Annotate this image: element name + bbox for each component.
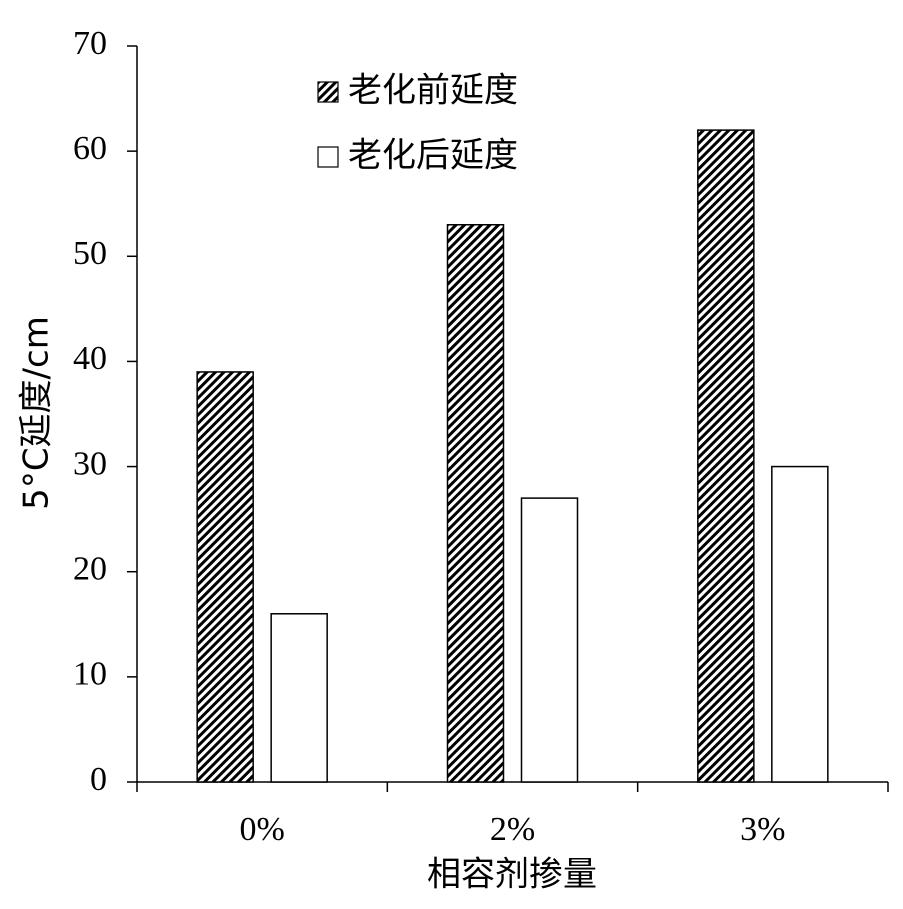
legend-swatch xyxy=(317,81,339,103)
x-tick-label: 0% xyxy=(240,811,285,848)
legend-label: 老化后延度 xyxy=(348,136,518,176)
x-tick-label: 2% xyxy=(490,811,535,848)
bar xyxy=(196,371,254,783)
x-axis-label: 相容剂掺量 xyxy=(427,855,597,895)
y-tick-label: 10 xyxy=(73,656,107,693)
y-tick-label: 40 xyxy=(73,340,107,377)
y-tick-label: 60 xyxy=(73,130,107,167)
bar xyxy=(697,129,755,783)
y-axis-label: 5°C延度/cm xyxy=(17,316,57,510)
y-tick-label: 30 xyxy=(73,445,107,482)
bar xyxy=(520,497,579,783)
legend-label: 老化前延度 xyxy=(348,71,518,111)
legend-swatch xyxy=(317,146,339,168)
y-tick-label: 50 xyxy=(73,235,107,272)
y-tick-label: 70 xyxy=(73,25,107,62)
bar xyxy=(771,465,829,783)
bar xyxy=(270,613,328,783)
y-tick-label: 0 xyxy=(90,761,107,798)
y-tick-label: 20 xyxy=(73,551,107,588)
bar xyxy=(446,223,505,783)
x-tick-label: 3% xyxy=(740,811,785,848)
